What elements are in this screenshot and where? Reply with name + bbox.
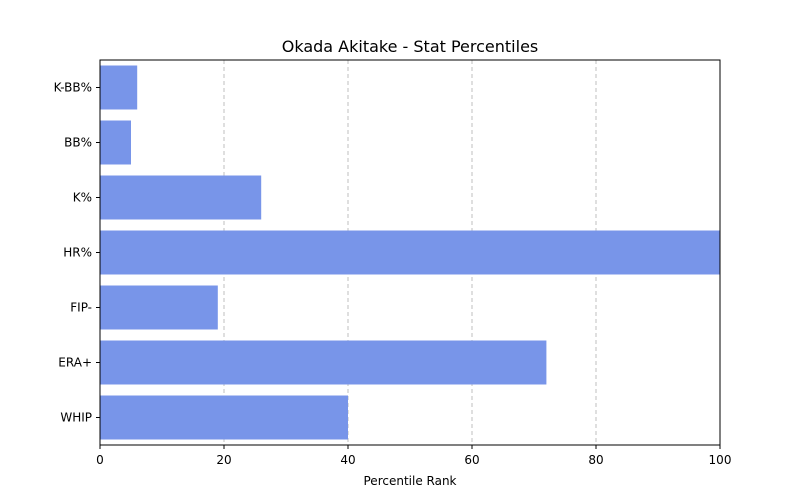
bar-hr: [100, 230, 720, 275]
y-tick-label: WHIP: [60, 411, 92, 425]
chart-title: Okada Akitake - Stat Percentiles: [282, 37, 539, 56]
x-tick-label: 40: [340, 453, 355, 467]
y-tick-label: FIP-: [70, 301, 92, 315]
x-tick-label: 0: [96, 453, 104, 467]
x-tick-label: 80: [588, 453, 603, 467]
bar-k-bb: [100, 65, 138, 110]
bar-era: [100, 340, 547, 385]
x-tick-label: 100: [709, 453, 732, 467]
bar-bb: [100, 120, 131, 165]
bar-k: [100, 175, 262, 220]
y-tick-label: K%: [73, 191, 92, 205]
y-tick-label: BB%: [64, 136, 92, 150]
bars-layer: [100, 65, 720, 440]
ticks-layer: 0 20 40 60 80 100 WHIP ERA+ FIP- HR% K% BB% K-BB%: [54, 81, 732, 468]
x-axis-label: Percentile Rank: [364, 474, 457, 488]
y-tick-label: ERA+: [58, 356, 92, 370]
bar-whip: [100, 395, 348, 440]
bar-fip: [100, 285, 218, 330]
x-tick-label: 60: [464, 453, 479, 467]
x-tick-label: 20: [216, 453, 231, 467]
y-tick-label: K-BB%: [54, 81, 92, 95]
y-tick-label: HR%: [63, 246, 92, 260]
